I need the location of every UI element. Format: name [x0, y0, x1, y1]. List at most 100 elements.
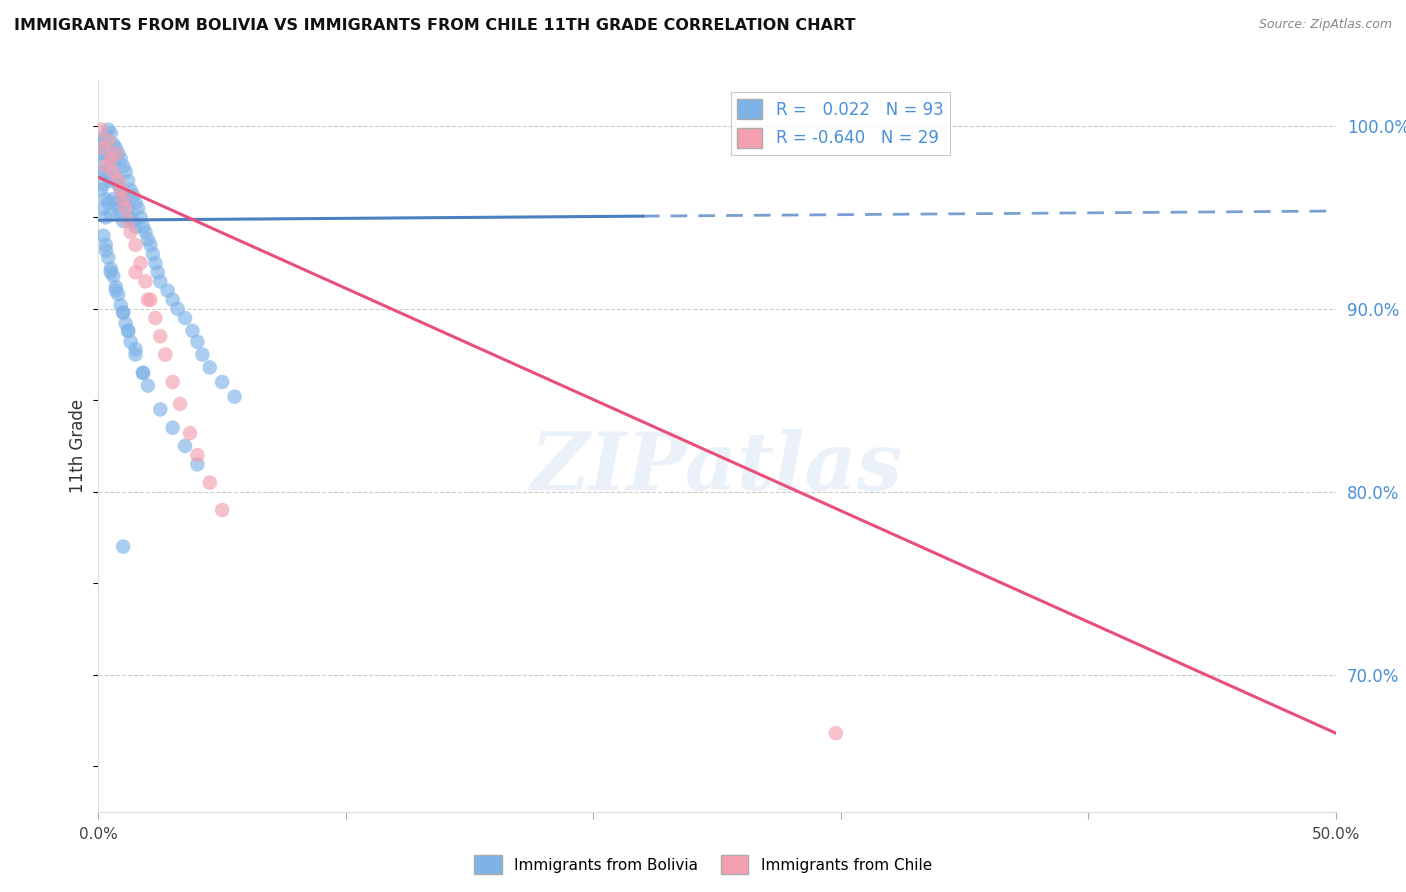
Point: [90, 183, 112, 197]
Point: [110, 183, 132, 197]
Point: [129, 256, 152, 270]
Point: [104, 284, 127, 298]
Point: [93, 178, 115, 192]
Point: [90, 146, 112, 161]
Point: [132, 219, 155, 234]
Point: [103, 137, 125, 152]
Point: [112, 305, 135, 319]
Point: [90, 164, 112, 178]
Point: [94, 237, 117, 252]
Point: [169, 397, 191, 411]
Point: [110, 183, 132, 197]
Text: ZIPatlas: ZIPatlas: [531, 429, 903, 507]
Point: [120, 334, 142, 349]
Point: [166, 301, 188, 316]
Point: [136, 378, 159, 392]
Point: [104, 146, 127, 161]
Point: [181, 324, 204, 338]
Point: [103, 164, 125, 178]
Point: [824, 726, 846, 740]
Point: [104, 195, 127, 210]
Point: [143, 310, 166, 325]
Point: [100, 261, 122, 276]
Point: [100, 152, 122, 166]
Point: [142, 247, 165, 261]
Point: [162, 375, 184, 389]
Point: [136, 232, 159, 246]
Point: [97, 195, 120, 210]
Point: [117, 324, 139, 338]
Point: [97, 122, 120, 136]
Point: [104, 280, 127, 294]
Point: [117, 174, 139, 188]
Point: [174, 439, 197, 453]
Point: [134, 225, 156, 239]
Point: [103, 192, 125, 206]
Point: [186, 334, 208, 349]
Point: [124, 342, 146, 356]
Point: [143, 256, 166, 270]
Point: [186, 448, 208, 462]
Point: [124, 195, 146, 210]
Point: [112, 214, 135, 228]
Point: [149, 274, 172, 288]
Point: [117, 214, 139, 228]
Point: [94, 211, 117, 225]
Y-axis label: 11th Grade: 11th Grade: [69, 399, 87, 493]
Point: [186, 458, 208, 472]
Point: [124, 265, 146, 279]
Point: [97, 170, 120, 185]
Point: [94, 244, 117, 258]
Point: [94, 159, 117, 173]
Point: [100, 207, 122, 221]
Point: [112, 540, 135, 554]
Point: [100, 265, 122, 279]
Point: [94, 164, 117, 178]
Legend: Immigrants from Bolivia, Immigrants from Chile: Immigrants from Bolivia, Immigrants from…: [468, 849, 938, 880]
Point: [146, 265, 169, 279]
Point: [104, 141, 127, 155]
Point: [122, 188, 145, 202]
Point: [124, 347, 146, 362]
Point: [149, 329, 172, 343]
Point: [114, 201, 136, 215]
Point: [94, 128, 117, 142]
Point: [112, 192, 135, 206]
Point: [110, 152, 132, 166]
Point: [112, 305, 135, 319]
Point: [124, 219, 146, 234]
Point: [93, 228, 115, 243]
Point: [93, 201, 115, 215]
Point: [107, 178, 129, 192]
Point: [162, 420, 184, 434]
Point: [149, 402, 172, 417]
Point: [198, 475, 221, 490]
Point: [120, 225, 142, 239]
Point: [155, 347, 177, 362]
Point: [198, 360, 221, 375]
Point: [90, 122, 112, 136]
Point: [93, 141, 115, 155]
Point: [110, 207, 132, 221]
Point: [129, 211, 152, 225]
Point: [127, 201, 149, 215]
Point: [107, 174, 129, 188]
Point: [112, 188, 135, 202]
Point: [107, 287, 129, 301]
Legend: R =   0.022   N = 93, R = -0.640   N = 29: R = 0.022 N = 93, R = -0.640 N = 29: [731, 92, 950, 154]
Point: [132, 366, 155, 380]
Point: [179, 426, 201, 441]
Point: [112, 159, 135, 173]
Point: [174, 310, 197, 325]
Point: [100, 152, 122, 166]
Point: [107, 201, 129, 215]
Point: [191, 347, 214, 362]
Point: [117, 201, 139, 215]
Point: [134, 274, 156, 288]
Point: [117, 324, 139, 338]
Point: [139, 293, 162, 307]
Point: [103, 268, 125, 283]
Point: [94, 146, 117, 161]
Point: [136, 293, 159, 307]
Point: [114, 164, 136, 178]
